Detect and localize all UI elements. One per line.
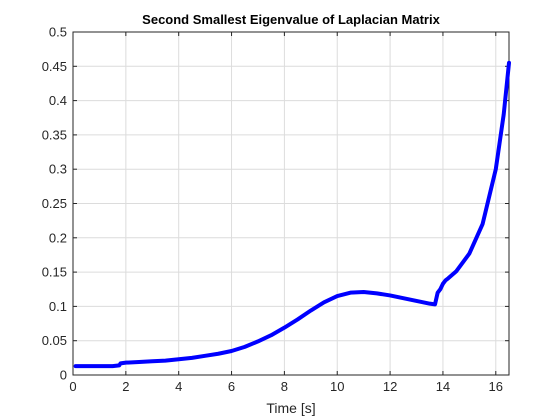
x-tick-label: 0 [69, 379, 76, 394]
x-tick-label: 12 [383, 379, 397, 394]
y-tick-label: 0.2 [49, 230, 67, 245]
y-tick-label: 0.45 [42, 59, 67, 74]
x-tick-label: 8 [281, 379, 288, 394]
chart-title: Second Smallest Eigenvalue of Laplacian … [142, 12, 440, 27]
x-tick-label: 10 [330, 379, 344, 394]
y-tick-label: 0.5 [49, 25, 67, 40]
x-tick-label: 2 [122, 379, 129, 394]
series-line [73, 60, 511, 369]
y-tick-label: 0.3 [49, 162, 67, 177]
y-tick-label: 0.05 [42, 333, 67, 348]
x-tick-label: 16 [489, 379, 503, 394]
x-tick-labels: 0 2 4 6 8 10 12 14 16 [69, 379, 503, 394]
y-tick-label: 0 [60, 368, 67, 383]
x-axis-label: Time [s] [266, 400, 315, 416]
y-tick-labels: 0 0.05 0.1 0.15 0.2 0.25 0.3 0.35 0.4 0.45 0.5 [42, 25, 67, 383]
y-tick-label: 0.4 [49, 93, 67, 108]
series-layer [73, 60, 511, 369]
x-tick-label: 4 [175, 379, 182, 394]
y-tick-label: 0.15 [42, 265, 67, 280]
y-tick-label: 0.35 [42, 127, 67, 142]
x-tick-label: 6 [228, 379, 235, 394]
y-tick-label: 0.1 [49, 299, 67, 314]
y-tick-label: 0.25 [42, 196, 67, 211]
x-tick-label: 14 [436, 379, 450, 394]
